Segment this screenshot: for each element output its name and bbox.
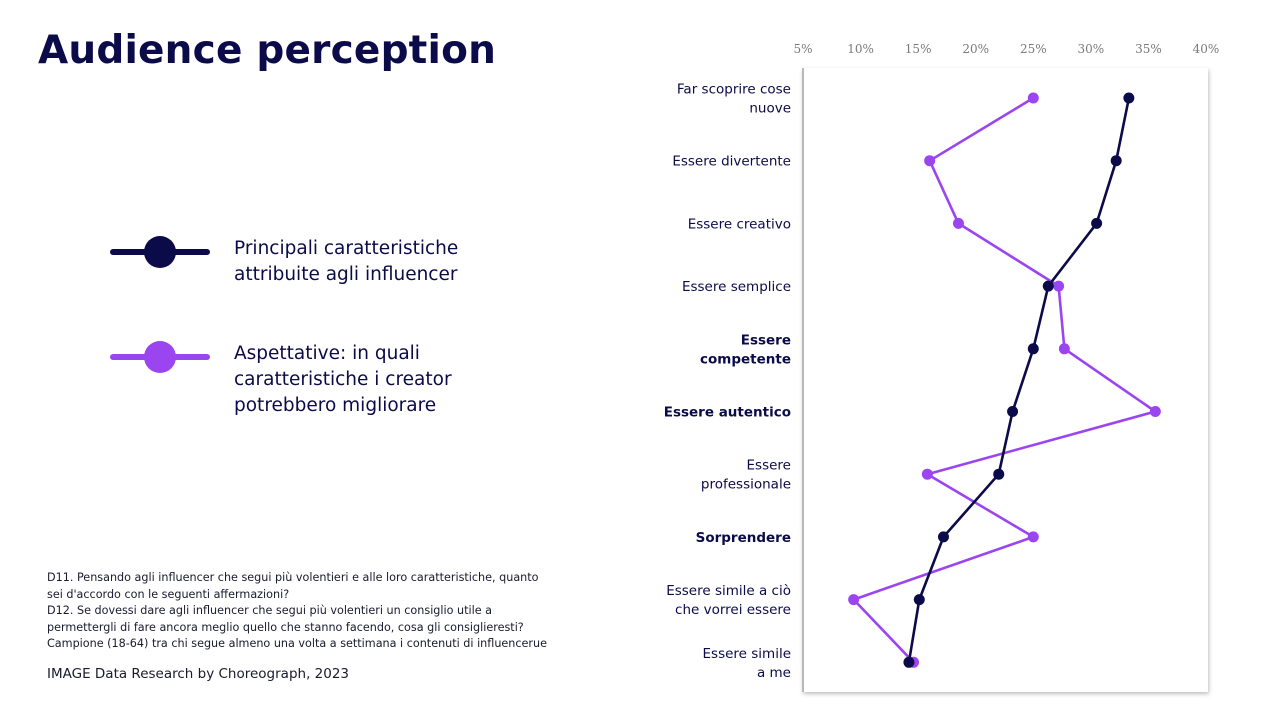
data-point-attributed: [1042, 280, 1054, 292]
x-tick-label: 10%: [847, 42, 874, 56]
legend-item-expectations: Aspettative: in quali caratteristiche i …: [110, 341, 494, 419]
data-point-attributed: [1091, 217, 1103, 229]
survey-notes: D11. Pensando agli influencer che segui …: [47, 570, 567, 653]
data-point-attributed: [913, 594, 925, 606]
category-label-line: a me: [757, 665, 791, 681]
category-label-line: Essere creativo: [688, 216, 791, 232]
category-label-line: professionale: [701, 477, 791, 493]
data-point-expectations: [1027, 531, 1039, 543]
legend-line-marker-dark: [110, 236, 210, 268]
x-tick-label: 25%: [1020, 42, 1047, 56]
category-label: Essere semplice: [682, 279, 791, 295]
legend-item-attributed: Principali caratteristiche attribuite ag…: [110, 236, 494, 288]
data-point-attributed: [1007, 406, 1019, 417]
category-label-line: Essere: [741, 332, 791, 348]
category-label-line: Essere semplice: [682, 279, 791, 295]
data-point-attributed: [1123, 92, 1135, 104]
x-tick-label: 5%: [793, 42, 812, 56]
data-point-expectations: [848, 594, 860, 606]
series-line-attributed: [907, 97, 1131, 663]
category-label-line: Sorprendere: [696, 530, 791, 546]
x-tick-label: 35%: [1135, 42, 1162, 56]
category-label: Far scoprire cose nuove: [677, 82, 791, 117]
category-label-line: Essere autentico: [664, 405, 791, 421]
data-point-expectations: [1027, 92, 1039, 104]
category-label-line: Essere: [747, 458, 791, 474]
data-point-expectations: [1053, 280, 1065, 292]
category-label-line: competente: [700, 351, 791, 367]
category-label: Essere creativo: [688, 216, 791, 232]
x-tick-label: 30%: [1078, 42, 1105, 56]
data-point-attributed: [993, 468, 1005, 480]
data-point-attributed: [1110, 155, 1122, 167]
chart-plot-area: [802, 68, 1208, 692]
data-point-expectations: [1149, 406, 1161, 417]
note-line: D11. Pensando agli influencer che segui …: [47, 571, 539, 584]
category-label: Essere simile a me: [703, 646, 792, 681]
category-label-line: nuove: [749, 101, 791, 117]
data-point-expectations: [921, 468, 933, 480]
category-label: Essere divertente: [672, 154, 791, 170]
x-tick-label: 15%: [905, 42, 932, 56]
data-point-attributed: [903, 656, 915, 668]
legend-line-marker-purple: [110, 341, 210, 373]
note-line: Campione (18-64) tra chi segue almeno un…: [47, 637, 547, 650]
note-line: D12. Se dovessi dare agli influencer che…: [47, 604, 493, 617]
data-point-expectations: [924, 155, 936, 167]
category-label-line: che vorrei essere: [675, 602, 791, 618]
slide-title: Audience perception: [38, 28, 497, 73]
legend-label-attributed: Principali caratteristiche attribuite ag…: [234, 238, 459, 285]
category-label-line: Essere simile a ciò: [666, 583, 791, 599]
note-line: sei d'accordo con le seguenti affermazio…: [47, 587, 290, 601]
category-label: Essere competente: [700, 332, 791, 367]
x-tick-label: 40%: [1193, 42, 1220, 56]
series-line-expectations: [852, 96, 1157, 664]
category-label-line: Essere simile: [703, 646, 792, 662]
category-label: Sorprendere: [696, 530, 791, 546]
category-label: Essere professionale: [701, 458, 791, 493]
x-tick-label: 20%: [962, 42, 989, 56]
category-label: Essere simile a ciò che vorrei essere: [666, 583, 791, 618]
data-point-expectations: [1058, 343, 1070, 355]
category-label-line: Far scoprire cose: [677, 82, 791, 98]
category-label-line: Essere divertente: [672, 154, 791, 170]
note-line: permettergli di fare ancora meglio quell…: [47, 620, 524, 634]
category-label: Essere autentico: [664, 405, 791, 421]
data-point-expectations: [952, 217, 964, 229]
data-point-attributed: [1027, 343, 1039, 355]
source-credit: IMAGE Data Research by Choreograph, 2023: [47, 666, 350, 682]
data-point-attributed: [937, 531, 949, 543]
legend-label-expectations: Aspettative: in quali caratteristiche i …: [234, 343, 452, 416]
